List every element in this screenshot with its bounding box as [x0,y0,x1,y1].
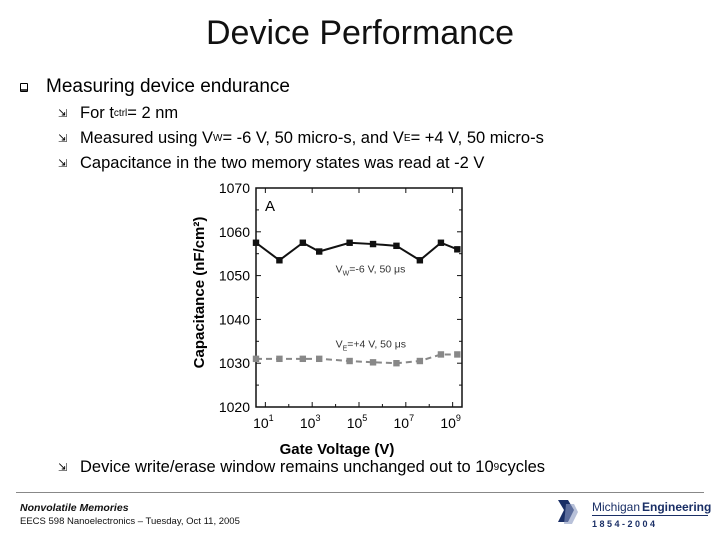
y-tick-label: 1070 [219,180,250,196]
arrow-bullet-icon: ⇲ [58,462,68,474]
footer-course-title: Nonvolatile Memories [20,502,129,514]
y-tick-label: 1040 [219,311,250,327]
university-logo: Michigan Engineering 1 8 5 4 - 2 0 0 4 [558,500,711,529]
x-axis-label: Gate Voltage (V) [280,441,395,458]
logo-word-michigan: Michigan [592,500,640,514]
series-line-1 [255,241,458,262]
x-tick-label: 105 [347,413,368,431]
square-bullet-icon [20,82,28,92]
series-point-1 [393,242,400,250]
logo-word-engineering: Engineering [642,500,711,514]
series-point-1 [369,240,377,248]
series-point-2 [316,355,323,363]
series-point-2 [346,357,353,365]
series-point-1 [252,239,260,246]
y-tick-label: 1050 [219,268,250,284]
y-tick-label: 1030 [219,355,250,371]
series-point-2 [437,351,445,358]
series-point-1 [437,239,445,246]
series-point-2 [454,351,461,358]
plot-frame [255,187,463,408]
bullet-heading: Measuring device endurance [46,76,290,97]
arrow-bullet-icon: ⇲ [58,158,68,170]
series-point-1 [316,248,323,255]
series-point-1 [454,246,461,253]
x-tick-label: 109 [440,413,461,431]
series-point-2 [416,357,424,365]
sub-bullet-4: ⇲ Device write/erase window remains unch… [58,458,546,476]
logo-years: 1 8 5 4 - 2 0 0 4 [592,519,655,529]
series-annotation-2: VE=+4 V, 50 μs [336,338,406,352]
series-point-1 [299,239,307,246]
slide-title: Device Performance [205,14,514,52]
series-point-2 [369,359,377,366]
y-axis-label: Capacitance (nF/cm²) [191,217,208,369]
series-point-2 [252,355,260,363]
y-tick-label: 1020 [219,399,250,415]
panel-label: A [265,198,275,215]
sub-bullet-3: ⇲ Capacitance in the two memory states w… [58,154,485,172]
arrow-bullet-icon: ⇲ [58,108,68,120]
series-point-2 [299,355,307,363]
series-point-1 [276,257,283,264]
arrow-bullet-icon: ⇲ [58,133,68,145]
footer-course-info: EECS 598 Nanoelectronics – Tuesday, Oct … [20,516,240,527]
series-line-2 [256,353,458,365]
series-point-2 [276,355,283,363]
series-annotation-1: VW=-6 V, 50 μs [336,264,406,278]
endurance-chart: 1020 1030 1040 1050 1060 1070 101 103 105 107 109 G… [191,180,463,458]
footer-divider [16,492,704,493]
main-bullet: Measuring device endurance [20,76,290,98]
series-point-2 [393,360,400,367]
x-tick-label: 103 [300,413,321,431]
y-tick-label: 1060 [219,224,250,240]
sub-bullet-1: ⇲ For t ctrl = 2 nm [58,104,179,122]
x-tick-label: 101 [253,413,274,431]
series-point-1 [346,239,353,246]
x-tick-label: 107 [394,413,415,431]
series-point-1 [416,257,424,264]
